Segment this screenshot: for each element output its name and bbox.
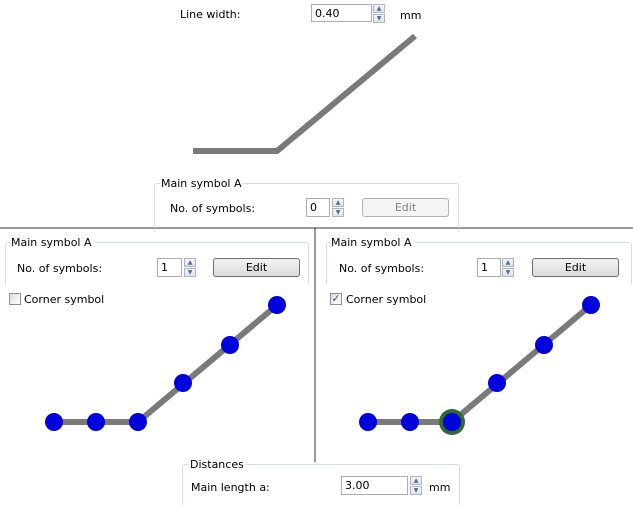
symbol-dot (488, 374, 506, 392)
spin-down-icon[interactable]: ▼ (502, 268, 514, 277)
edit-button[interactable]: Edit (213, 258, 300, 277)
symbols-label: No. of symbols: (17, 262, 103, 275)
spin-up-icon[interactable]: ▲ (410, 476, 422, 485)
corner-symbol-checkbox[interactable]: ✓ (330, 293, 342, 305)
symbol-dot (268, 296, 286, 314)
symbol-dot (535, 336, 553, 354)
group-title: Main symbol A (330, 236, 413, 249)
line-width-input[interactable]: 0.40 (311, 4, 372, 22)
corner-symbol-label: Corner symbol (346, 293, 427, 306)
line-width-unit: mm (400, 9, 422, 22)
spin-up-icon[interactable]: ▲ (373, 4, 385, 13)
corner-symbol-label: Corner symbol (24, 293, 105, 306)
symbols-right (359, 296, 600, 431)
symbol-dot (359, 413, 377, 431)
top-main-symbol-group (154, 183, 459, 228)
distances-group (182, 464, 460, 505)
group-title: Distances (189, 458, 245, 471)
symbol-dot (129, 413, 147, 431)
spin-up-icon[interactable]: ▲ (184, 258, 196, 267)
spin-down-icon[interactable]: ▼ (332, 208, 344, 217)
symbols-input[interactable]: 1 (477, 258, 501, 277)
symbols-input[interactable]: 0 (306, 198, 330, 217)
symbols-spinner[interactable]: ▲ ▼ (332, 198, 344, 217)
line-width-spinner[interactable]: ▲ ▼ (373, 4, 385, 23)
line-preview-left (54, 302, 279, 425)
symbol-dot (582, 296, 600, 314)
main-length-spinner[interactable]: ▲ ▼ (410, 476, 422, 495)
line-preview-top (193, 33, 417, 154)
left-main-symbol-group (5, 242, 309, 285)
spin-up-icon[interactable]: ▲ (502, 258, 514, 267)
symbols-label: No. of symbols: (170, 202, 256, 215)
symbol-dot (45, 413, 63, 431)
right-main-symbol-group (326, 242, 632, 285)
symbol-dot (87, 413, 105, 431)
symbol-dot (443, 413, 461, 431)
group-title: Main symbol A (10, 236, 93, 249)
symbol-dot (221, 336, 239, 354)
line-preview-right (368, 302, 593, 425)
spin-down-icon[interactable]: ▼ (410, 486, 422, 495)
symbols-input[interactable]: 1 (157, 258, 182, 277)
edit-button[interactable]: Edit (362, 198, 449, 217)
symbols-left (45, 296, 286, 431)
symbol-dot (174, 374, 192, 392)
main-length-label: Main length a: (191, 481, 270, 494)
symbols-spinner[interactable]: ▲ ▼ (184, 258, 196, 277)
spin-down-icon[interactable]: ▼ (184, 268, 196, 277)
symbols-spinner[interactable]: ▲ ▼ (502, 258, 514, 277)
checkmark-icon: ✓ (331, 292, 341, 305)
corner-symbol-checkbox[interactable] (9, 293, 21, 305)
edit-button[interactable]: Edit (532, 258, 619, 277)
group-title: Main symbol A (160, 177, 243, 190)
line-width-label: Line width: (180, 8, 241, 21)
main-length-unit: mm (429, 481, 451, 494)
symbol-dot (401, 413, 419, 431)
spin-up-icon[interactable]: ▲ (332, 198, 344, 207)
spin-down-icon[interactable]: ▼ (373, 14, 385, 23)
main-length-input[interactable]: 3.00 (341, 476, 408, 495)
symbols-label: No. of symbols: (339, 262, 425, 275)
